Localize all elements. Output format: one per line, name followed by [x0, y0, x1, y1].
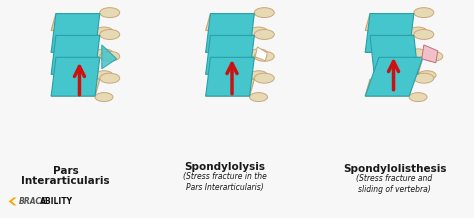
Ellipse shape	[95, 27, 113, 36]
Text: Interarticularis: Interarticularis	[21, 175, 110, 186]
Ellipse shape	[100, 51, 120, 61]
Polygon shape	[51, 57, 100, 96]
Text: (Stress fracture in the
Pars Interarticularis): (Stress fracture in the Pars Interarticu…	[183, 172, 267, 192]
Ellipse shape	[100, 29, 120, 39]
Text: ABILITY: ABILITY	[40, 197, 73, 206]
Ellipse shape	[255, 8, 274, 18]
Ellipse shape	[95, 93, 113, 102]
Ellipse shape	[414, 8, 434, 18]
Polygon shape	[365, 79, 414, 96]
Ellipse shape	[423, 51, 443, 61]
Ellipse shape	[95, 71, 113, 80]
Ellipse shape	[250, 27, 267, 36]
Ellipse shape	[414, 73, 434, 83]
Polygon shape	[422, 45, 438, 63]
Polygon shape	[51, 79, 100, 96]
Polygon shape	[51, 14, 100, 31]
Text: Pars: Pars	[53, 166, 78, 176]
Polygon shape	[206, 14, 255, 31]
Ellipse shape	[100, 8, 120, 18]
Ellipse shape	[100, 73, 120, 83]
Text: Spondylolysis: Spondylolysis	[184, 162, 265, 172]
Ellipse shape	[255, 73, 274, 83]
Polygon shape	[51, 57, 100, 74]
Ellipse shape	[250, 71, 267, 80]
Polygon shape	[51, 36, 100, 74]
Text: (Stress fracture and
sliding of vertebra): (Stress fracture and sliding of vertebra…	[356, 174, 433, 194]
Ellipse shape	[418, 71, 436, 80]
Ellipse shape	[409, 49, 427, 58]
Polygon shape	[206, 14, 255, 52]
Polygon shape	[102, 45, 117, 69]
Polygon shape	[374, 57, 423, 74]
Polygon shape	[51, 36, 100, 52]
Ellipse shape	[250, 93, 267, 102]
Polygon shape	[206, 57, 255, 74]
Ellipse shape	[409, 27, 427, 36]
Polygon shape	[9, 198, 17, 205]
Polygon shape	[206, 57, 255, 96]
Ellipse shape	[250, 49, 267, 58]
Polygon shape	[206, 36, 255, 52]
Ellipse shape	[409, 93, 427, 102]
Polygon shape	[206, 79, 255, 96]
Polygon shape	[206, 36, 255, 74]
Polygon shape	[365, 14, 414, 31]
Polygon shape	[51, 14, 100, 52]
Polygon shape	[255, 47, 267, 61]
Ellipse shape	[414, 29, 434, 39]
Text: Spondylolisthesis: Spondylolisthesis	[343, 164, 447, 174]
Polygon shape	[365, 36, 414, 52]
Polygon shape	[365, 14, 414, 52]
Ellipse shape	[95, 49, 113, 58]
Ellipse shape	[255, 51, 274, 61]
Ellipse shape	[255, 29, 274, 39]
Text: BRACE: BRACE	[18, 197, 47, 206]
Polygon shape	[365, 57, 423, 96]
Polygon shape	[370, 36, 418, 74]
